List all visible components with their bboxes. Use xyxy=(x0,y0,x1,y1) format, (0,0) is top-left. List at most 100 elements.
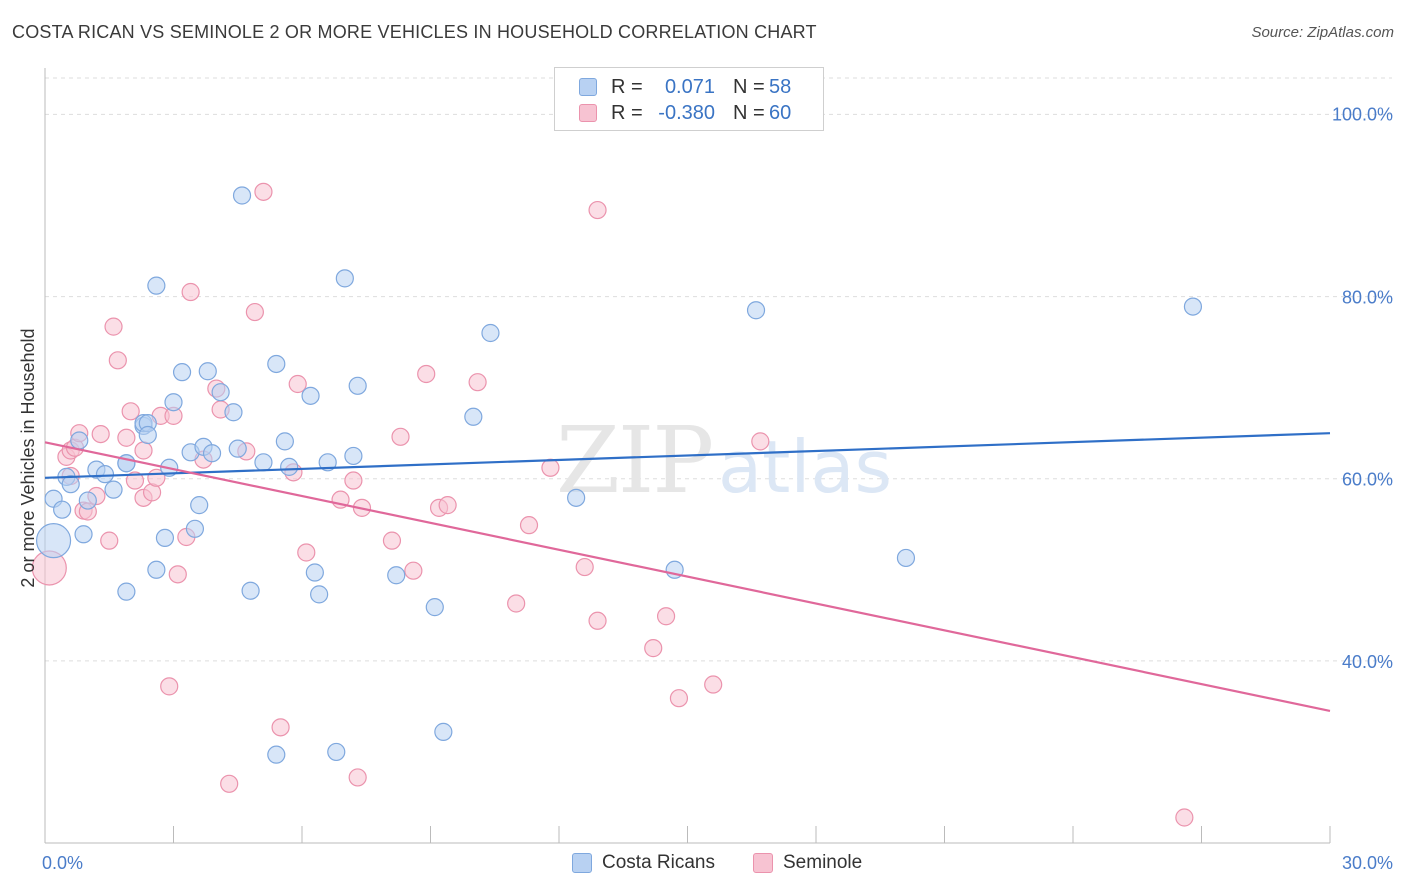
costa-ricans-point xyxy=(254,453,273,472)
seminole-point xyxy=(108,351,127,370)
costa-ricans-point xyxy=(185,519,205,538)
costa-ricans-point xyxy=(74,525,93,544)
r-label: R = xyxy=(611,101,643,124)
seminole-point xyxy=(297,543,316,562)
n-label: N = xyxy=(733,101,765,124)
costa-ricans-point xyxy=(464,407,483,426)
y-tick-label: 60.0% xyxy=(1342,470,1393,490)
seminole-point xyxy=(160,677,179,696)
costa-ricans-point xyxy=(1183,297,1203,316)
costa-ricans-point xyxy=(95,465,115,484)
seminole-point xyxy=(168,565,187,584)
y-axis-label: 2 or more Vehicles in Household xyxy=(18,328,38,587)
r-label: R = xyxy=(611,75,643,98)
costa-ricans-point xyxy=(117,582,136,601)
costa-ricans-trend-line xyxy=(44,432,1331,479)
costa-ricans-point xyxy=(387,566,406,585)
costa-ricans-point xyxy=(198,362,217,381)
seminole-point xyxy=(541,458,560,477)
axis-labels: 40.0% 60.0% 80.0% 100.0% 0.0% 30.0% 2 or more … xyxy=(18,104,1393,873)
trend-lines xyxy=(44,432,1331,713)
seminole-point xyxy=(134,441,153,460)
seminole-point xyxy=(1175,808,1194,827)
costa-ricans-point xyxy=(61,475,80,494)
costa-ricans-point xyxy=(275,432,294,451)
legend-label: Seminole xyxy=(783,852,863,873)
costa-ricans-point xyxy=(78,491,97,510)
x-tick-label: 30.0% xyxy=(1342,853,1393,873)
chart-title: COSTA RICAN VS SEMINOLE 2 OR MORE VEHICL… xyxy=(12,22,817,42)
correlation-legend: R = 0.071 N = 58 R = -0.380 N = 60 xyxy=(554,67,824,131)
x-tick-label: 0.0% xyxy=(42,853,83,873)
seminole-point xyxy=(588,200,607,220)
n-value: 60 xyxy=(769,101,792,124)
costa-ricans-point xyxy=(232,186,252,205)
watermark-atlas: atlas xyxy=(718,425,892,509)
seminole-point xyxy=(344,471,363,490)
seminole-point xyxy=(656,607,676,626)
seminole-point xyxy=(117,428,136,447)
legend-row-seminole: R = -0.380 N = 60 xyxy=(579,100,791,126)
legend-row-costa-ricans: R = 0.071 N = 58 xyxy=(579,74,791,100)
blue-swatch-icon xyxy=(572,853,592,873)
costa-ricans-point xyxy=(327,742,346,762)
costa-ricans-point xyxy=(147,276,166,295)
costa-ricans-point xyxy=(104,480,123,499)
watermark: ZIP atlas xyxy=(556,407,892,514)
costa-ricans-point xyxy=(138,425,157,445)
seminole-point xyxy=(125,471,145,490)
n-value: 58 xyxy=(769,75,792,98)
costa-ricans-point xyxy=(224,403,243,422)
seminole-point xyxy=(382,531,402,550)
seminole-point xyxy=(519,516,539,535)
y-tick-label: 80.0% xyxy=(1342,288,1393,308)
costa-ricans-point xyxy=(481,323,500,343)
costa-ricans-point xyxy=(70,431,89,450)
seminole-point xyxy=(288,374,307,394)
costa-ricans-point xyxy=(53,500,72,519)
seminole-point xyxy=(575,557,594,577)
costa-ricans-point xyxy=(241,581,260,600)
seminole-point xyxy=(121,402,140,421)
axes xyxy=(44,68,1331,844)
costa-ricans-point xyxy=(280,457,299,476)
seminole-point xyxy=(220,774,239,793)
legend-label: Costa Ricans xyxy=(602,852,715,873)
seminole-point xyxy=(669,689,689,708)
seminole-trend-line xyxy=(44,441,1331,713)
costa-ricans-point xyxy=(147,560,166,579)
costa-ricans-point xyxy=(164,393,183,412)
costa-ricans-point xyxy=(202,444,222,463)
y-tick-label: 40.0% xyxy=(1342,652,1393,672)
grid-lines xyxy=(45,77,1392,662)
legend-item-costa-ricans: Costa Ricans xyxy=(572,852,715,874)
seminole-point xyxy=(245,302,264,322)
costa-ricans-point xyxy=(155,528,175,548)
costa-ricans-point xyxy=(190,496,209,515)
r-value: -0.380 xyxy=(658,101,715,124)
costa-ricans-point xyxy=(318,453,337,472)
costa-ricans-point xyxy=(425,598,444,617)
y-tick-label: 100.0% xyxy=(1332,104,1393,124)
seminole-point xyxy=(348,768,367,787)
legend-item-seminole: Seminole xyxy=(753,852,862,874)
seminole-point xyxy=(588,611,607,630)
seminole-point xyxy=(644,639,663,658)
costa-ricans-point xyxy=(267,354,286,374)
seminole-point xyxy=(417,364,436,384)
seminole-point xyxy=(438,496,457,515)
costa-ricans-point xyxy=(305,563,324,582)
costa-ricans-point xyxy=(896,548,916,568)
costa-ricans-point xyxy=(228,439,247,458)
seminole-point xyxy=(100,531,119,550)
r-value: 0.071 xyxy=(664,75,715,98)
pink-swatch-icon xyxy=(753,853,773,873)
pink-swatch-icon xyxy=(579,104,597,122)
seminole-point xyxy=(254,182,273,201)
costa-ricans-point xyxy=(310,585,329,604)
costa-ricans-point xyxy=(35,523,72,559)
seminole-point xyxy=(181,282,200,302)
seminole-point xyxy=(751,432,770,451)
costa-ricans-point xyxy=(567,488,586,507)
costa-ricans-point xyxy=(746,301,766,320)
